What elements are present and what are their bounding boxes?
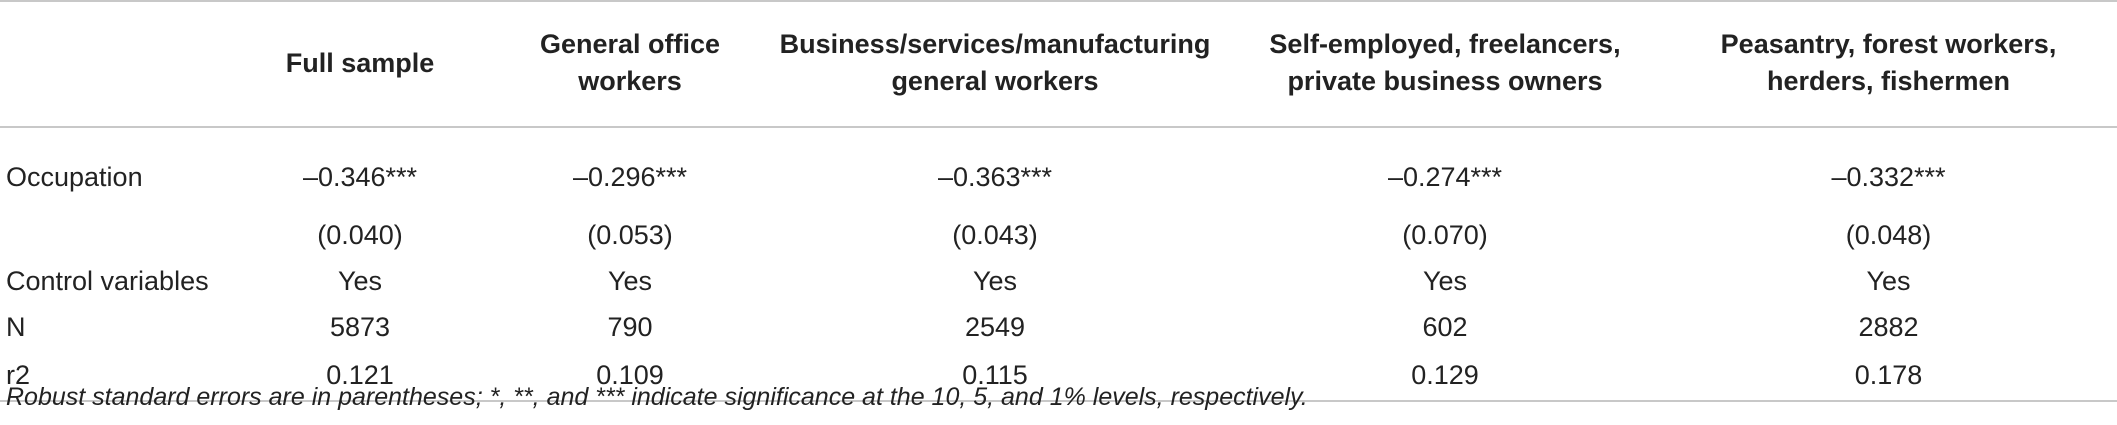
regression-table: Full sample General office workers Busin… xyxy=(0,0,2117,402)
table-cell: 602 xyxy=(1422,311,1468,342)
table-cell: (0.070) xyxy=(1402,219,1488,250)
header-cell-general-office: General office workers xyxy=(500,0,760,128)
row-label: Control variables xyxy=(6,265,209,296)
header-cell-self-employed: Self-employed, freelancers, private busi… xyxy=(1230,0,1660,128)
table-cell: –0.363*** xyxy=(937,161,1053,192)
header-cell-stub xyxy=(0,0,220,128)
table-cell: 0.109 xyxy=(500,350,760,402)
table-cell: –0.274*** xyxy=(1387,161,1503,192)
row-label: N xyxy=(6,311,26,342)
row-label xyxy=(0,212,220,258)
table-cell: 2882 xyxy=(1858,311,1919,342)
table-cell: –0.332*** xyxy=(1831,161,1946,192)
table-cell: 790 xyxy=(607,311,653,342)
table-cell: –0.346*** xyxy=(302,161,418,192)
table-row-r2: r2 0.121 0.109 0.115 0.129 0.178 xyxy=(0,350,2117,402)
row-label: r2 xyxy=(0,350,220,402)
table-row-n: N 5873 790 2549 602 2882 xyxy=(0,304,2117,350)
table-cell: (0.048) xyxy=(1845,219,1932,250)
table-cell: Yes xyxy=(1866,265,1911,296)
table-cell: Yes xyxy=(607,265,653,296)
table-cell: 0.115 xyxy=(760,350,1230,402)
table-cell: Yes xyxy=(972,265,1018,296)
table-cell: 0.178 xyxy=(1660,350,2117,402)
row-label: Occupation xyxy=(6,161,143,192)
table-row-occupation: Occupation –0.346*** –0.296*** –0.363***… xyxy=(0,127,2117,212)
table-cell: 5873 xyxy=(329,311,391,342)
table-cell: Yes xyxy=(1422,265,1468,296)
header-cell-peasantry: Peasantry, forest workers, herders, fish… xyxy=(1660,0,2117,128)
table-cell: Yes xyxy=(337,265,383,296)
table-cell: (0.053) xyxy=(587,219,673,250)
header-row: Full sample General office workers Busin… xyxy=(0,0,2117,128)
table-cell: 2549 xyxy=(964,311,1026,342)
header-cell-business-services: Business/services/manufacturing general … xyxy=(760,0,1230,128)
table-cell: 0.129 xyxy=(1230,350,1660,402)
header-cell-full-sample: Full sample xyxy=(220,0,500,128)
table-cell: (0.043) xyxy=(952,219,1038,250)
table-cell: (0.040) xyxy=(317,219,403,250)
table-cell: 0.121 xyxy=(220,350,500,402)
table-footnote: Robust standard errors are in parenthese… xyxy=(6,383,1308,411)
table-row-control-variables: Control variables Yes Yes Yes Yes Yes xyxy=(0,258,2117,304)
table-row-standard-errors: (0.040) (0.053) (0.043) (0.070) (0.048) xyxy=(0,212,2117,258)
table-cell: –0.296*** xyxy=(572,161,688,192)
